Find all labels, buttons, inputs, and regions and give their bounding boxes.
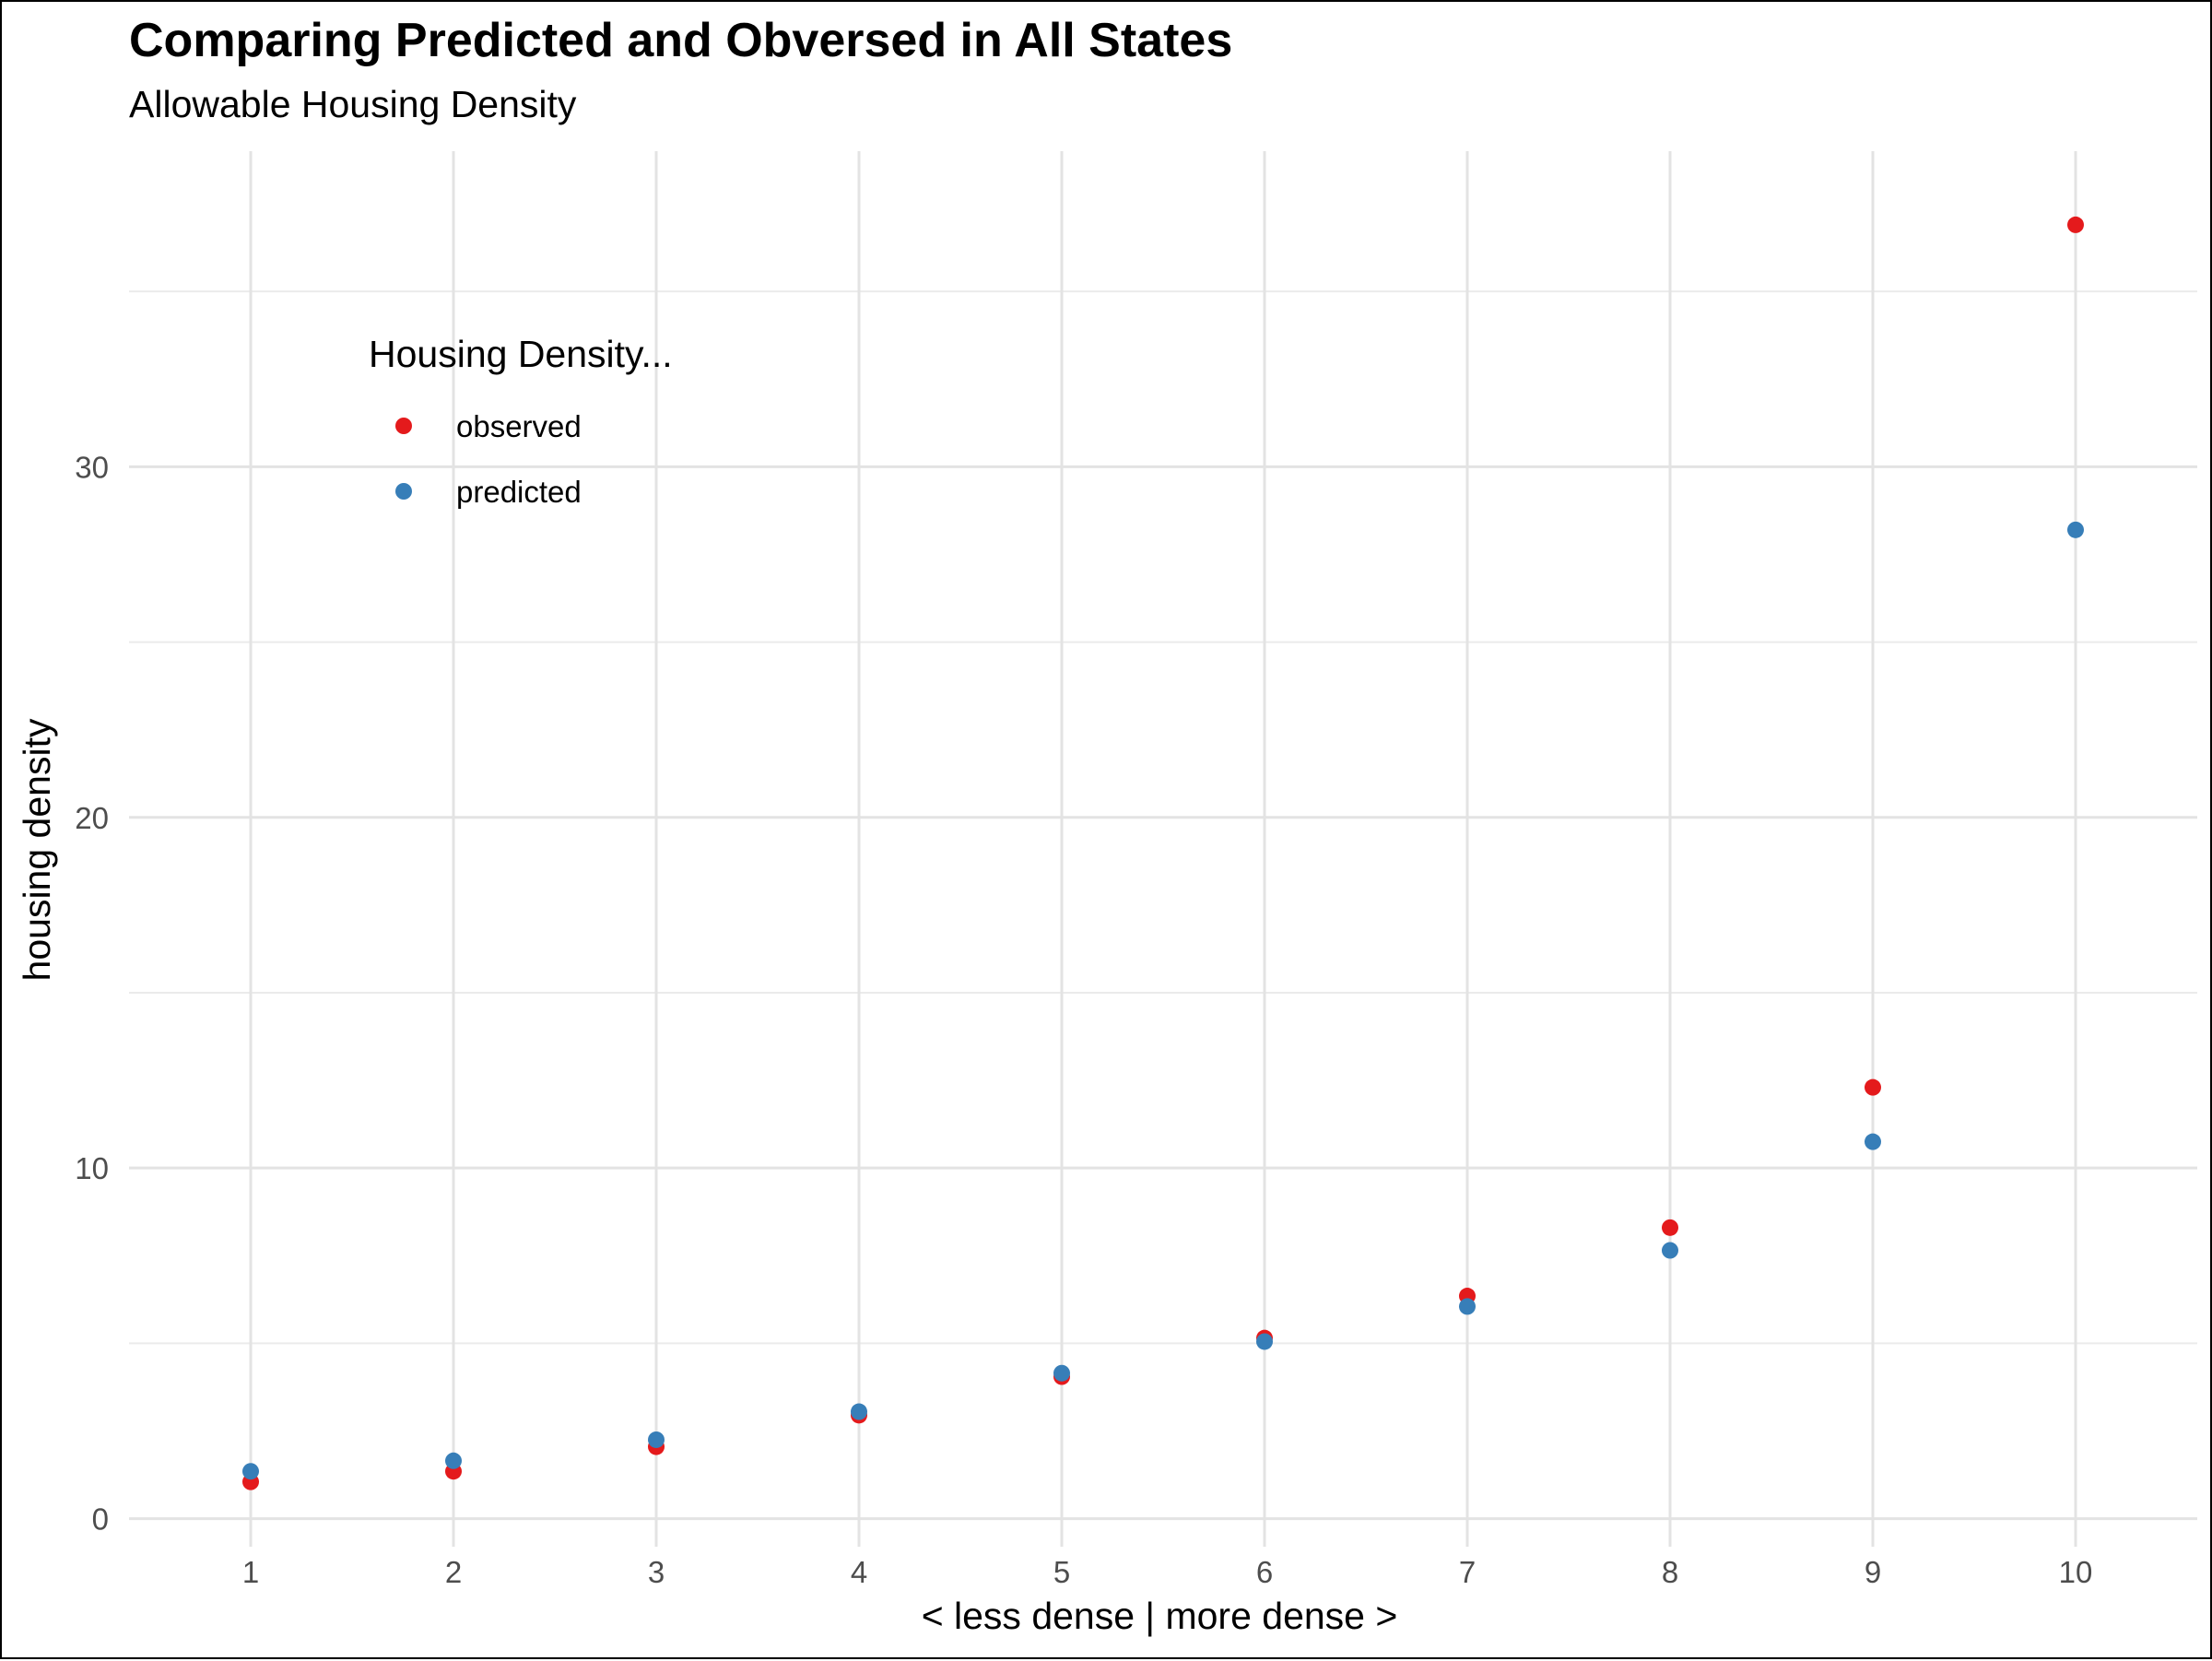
point-observed xyxy=(2067,216,2084,233)
y-tick-label: 20 xyxy=(75,801,109,835)
y-tick-label: 30 xyxy=(75,450,109,484)
legend-label-predicted: predicted xyxy=(456,475,582,509)
y-axis-label: housing density xyxy=(16,718,58,981)
point-predicted xyxy=(1459,1298,1476,1315)
point-predicted xyxy=(1256,1333,1273,1350)
y-tick-label: 10 xyxy=(75,1151,109,1185)
point-predicted xyxy=(851,1403,867,1420)
point-observed xyxy=(1662,1219,1678,1236)
x-tick-label: 9 xyxy=(1865,1555,1881,1589)
x-tick-label: 10 xyxy=(2059,1555,2093,1589)
legend-label-observed: observed xyxy=(456,409,582,443)
point-predicted xyxy=(1053,1364,1070,1382)
x-tick-label: 5 xyxy=(1053,1555,1070,1589)
x-tick-label: 8 xyxy=(1662,1555,1678,1589)
y-tick-labels: 0 10 20 30 xyxy=(75,450,109,1536)
point-predicted xyxy=(1662,1242,1678,1259)
data-points xyxy=(242,216,2084,1490)
legend-title: Housing Density... xyxy=(369,333,673,375)
point-predicted xyxy=(648,1431,665,1448)
point-predicted xyxy=(2067,521,2084,538)
point-observed xyxy=(1865,1078,1881,1096)
legend-key-observed xyxy=(395,418,412,434)
x-tick-label: 2 xyxy=(445,1555,462,1589)
x-tick-label: 4 xyxy=(851,1555,867,1589)
x-tick-label: 1 xyxy=(242,1555,259,1589)
grid-lines xyxy=(129,151,2197,1547)
point-predicted xyxy=(242,1463,259,1480)
x-tick-label: 3 xyxy=(648,1555,665,1589)
chart-subtitle: Allowable Housing Density xyxy=(129,83,577,125)
x-tick-labels: 1 2 3 4 5 6 7 8 9 10 xyxy=(242,1555,2093,1589)
x-tick-label: 7 xyxy=(1459,1555,1476,1589)
x-tick-label: 6 xyxy=(1256,1555,1273,1589)
point-predicted xyxy=(1865,1133,1881,1150)
legend-key-predicted xyxy=(395,483,412,500)
legend: Housing Density... observed predicted xyxy=(369,333,673,509)
chart-title: Comparing Predicted and Obversed in All … xyxy=(129,14,1233,67)
point-predicted xyxy=(445,1452,462,1469)
x-axis-label: < less dense | more dense > xyxy=(922,1595,1398,1637)
y-tick-label: 0 xyxy=(92,1502,109,1537)
